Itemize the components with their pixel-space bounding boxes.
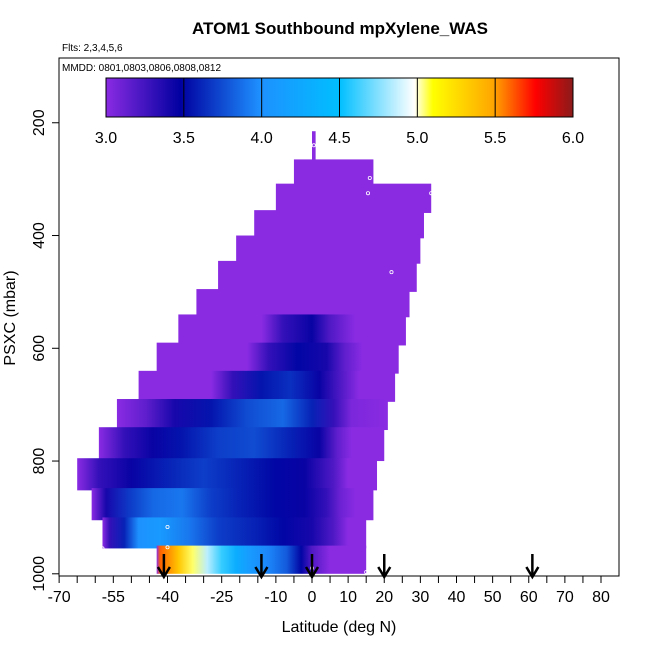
y-axis: 200 400 600 800 1000 bbox=[31, 109, 59, 592]
sample-point bbox=[100, 546, 105, 551]
sample-points bbox=[67, 143, 434, 575]
x-tick-label: -10 bbox=[264, 589, 287, 606]
heatmap-band bbox=[116, 399, 388, 431]
sample-point bbox=[429, 191, 434, 196]
sample-point bbox=[67, 480, 72, 485]
heatmap-band bbox=[178, 314, 406, 346]
colorbar-tick-label: 5.0 bbox=[406, 130, 428, 147]
heatmap-band bbox=[236, 235, 421, 264]
sample-point bbox=[389, 270, 394, 275]
dates-label: MMDD: 0801,0803,0806,0808,0812 bbox=[62, 63, 221, 74]
heatmap-band bbox=[102, 517, 367, 549]
x-tick-label: -40 bbox=[156, 589, 179, 606]
chart-title: ATOM1 Southbound mpXylene_WAS bbox=[192, 19, 488, 38]
x-tick-label: -25 bbox=[210, 589, 233, 606]
colorbar: 3.0 3.5 4.0 4.5 5.0 5.5 6.0 bbox=[95, 77, 584, 147]
heatmap-band bbox=[196, 289, 410, 318]
x-tick-label: 30 bbox=[411, 589, 429, 606]
flight-arrow-head bbox=[525, 566, 540, 580]
sample-point bbox=[367, 176, 372, 181]
y-tick-label: 200 bbox=[31, 109, 48, 136]
sample-point bbox=[165, 525, 170, 530]
sample-point bbox=[311, 143, 316, 148]
heatmap-band bbox=[77, 458, 378, 491]
flight-arrow-head bbox=[254, 566, 269, 580]
sample-point bbox=[364, 570, 369, 575]
y-axis-label: PSXC (mbar) bbox=[2, 270, 19, 365]
heatmap-band bbox=[275, 183, 432, 213]
colorbar-tick-label: 3.5 bbox=[173, 130, 195, 147]
x-tick-label: -70 bbox=[48, 589, 71, 606]
heatmap-band bbox=[293, 159, 374, 188]
y-tick-label: 1000 bbox=[31, 556, 48, 592]
y-tick-label: 800 bbox=[31, 448, 48, 475]
x-axis-label: Latitude (deg N) bbox=[282, 619, 397, 636]
flight-markers bbox=[156, 554, 540, 580]
heatmap-band bbox=[254, 210, 424, 239]
sample-point bbox=[165, 545, 170, 550]
heatmap-band bbox=[218, 260, 417, 292]
x-tick-label: 80 bbox=[592, 589, 610, 606]
y-tick-label: 600 bbox=[31, 335, 48, 362]
colorbar-tick-label: 3.0 bbox=[95, 130, 117, 147]
heatmap-band bbox=[98, 427, 385, 462]
x-tick-label: 0 bbox=[308, 589, 317, 606]
colorbar-tick-label: 4.0 bbox=[251, 130, 273, 147]
x-tick-label: 10 bbox=[339, 589, 357, 606]
heatmap-band bbox=[91, 488, 374, 521]
sample-point bbox=[365, 191, 370, 196]
heatmap-band bbox=[138, 370, 396, 402]
x-tick-label: 50 bbox=[484, 589, 502, 606]
x-tick-label: -55 bbox=[102, 589, 125, 606]
flights-label: Flts: 2,3,4,5,6 bbox=[62, 43, 123, 54]
x-tick-label: 40 bbox=[448, 589, 466, 606]
heatmap-bands bbox=[77, 131, 432, 574]
y-tick-label: 400 bbox=[31, 222, 48, 249]
colorbar-tick-label: 4.5 bbox=[328, 130, 350, 147]
colorbar-tick-label: 6.0 bbox=[562, 130, 584, 147]
x-axis: -70 -55 -40 -25 -10 0 10 20 30 40 50 60 70 80 bbox=[48, 576, 610, 606]
x-tick-label: 20 bbox=[375, 589, 393, 606]
plot-frame bbox=[58, 57, 620, 577]
flight-arrow-head bbox=[156, 566, 171, 580]
x-tick-label: 60 bbox=[520, 589, 538, 606]
colorbar-tick-label: 5.5 bbox=[484, 130, 506, 147]
heatmap-band bbox=[156, 342, 399, 374]
x-tick-label: 70 bbox=[556, 589, 574, 606]
